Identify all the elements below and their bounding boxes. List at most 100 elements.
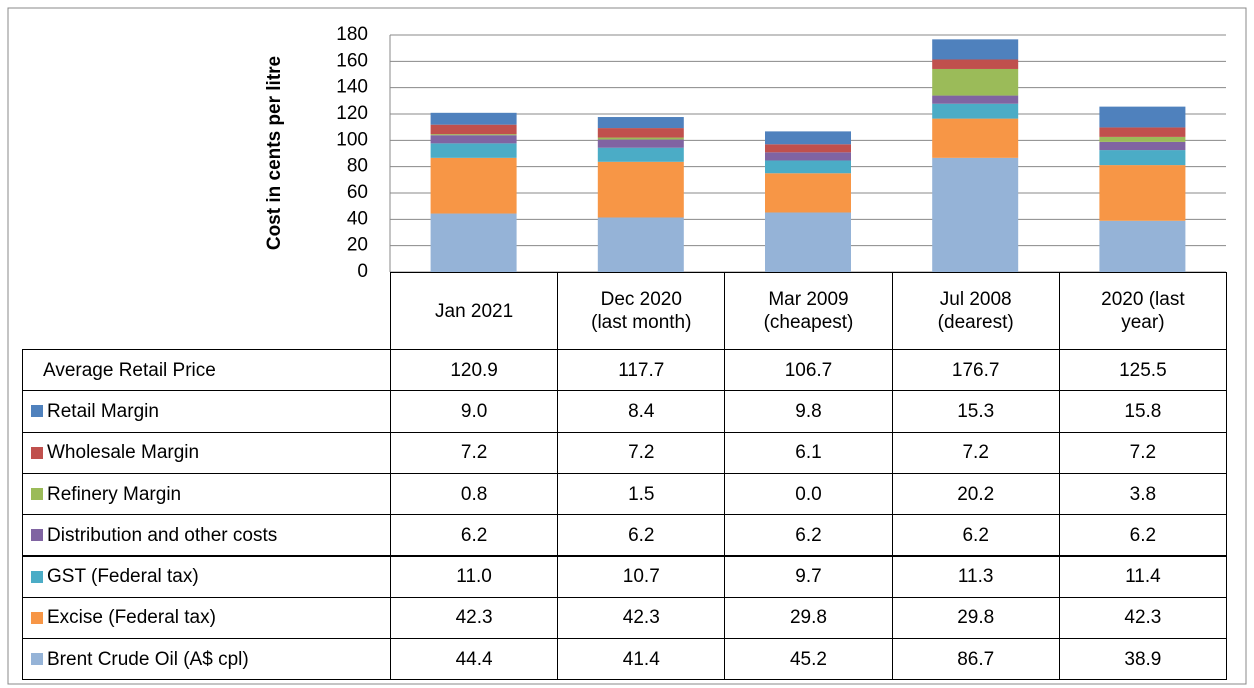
bar-segment (765, 144, 851, 153)
bar-segment (597, 161, 684, 218)
column-header: Jul 2008 (dearest) (891, 272, 1060, 350)
bar-segment (932, 95, 1019, 104)
y-tick-label: 100 (336, 129, 368, 150)
table-value: 0.8 (390, 472, 559, 516)
table-value: 6.1 (724, 431, 893, 474)
table-value: 9.0 (390, 390, 559, 433)
table-value: 7.2 (390, 431, 559, 474)
y-tick-label: 20 (347, 235, 368, 256)
table-value: 7.2 (891, 431, 1060, 474)
table-value: 15.3 (891, 390, 1060, 433)
bar-segment (932, 157, 1019, 272)
row-name: Retail Margin (22, 390, 391, 433)
bar-segment (765, 212, 851, 272)
table-value: 11.3 (891, 555, 1060, 598)
table-value: 6.2 (891, 514, 1060, 557)
table-value: 6.2 (724, 514, 893, 557)
bar-segment (430, 157, 517, 214)
bar-segment (932, 59, 1019, 69)
table-value: 0.0 (724, 472, 893, 516)
table-value: 45.2 (724, 638, 893, 681)
table-value: 106.7 (724, 349, 893, 392)
table-value: 42.3 (557, 596, 726, 640)
bar-segment (765, 173, 851, 213)
bar-segment (932, 103, 1019, 119)
bar-segment (597, 139, 684, 148)
legend-label: GST (Federal tax) (47, 566, 199, 588)
table-value: 42.3 (390, 596, 559, 640)
row-name: Average Retail Price (22, 349, 391, 392)
table-value: 7.2 (1058, 431, 1227, 474)
bar-segment (765, 152, 851, 161)
table-value: 10.7 (557, 555, 726, 598)
row-name: GST (Federal tax) (22, 555, 391, 598)
bar-segment (1099, 106, 1186, 128)
legend-label: Retail Margin (47, 400, 159, 422)
row-name: Distribution and other costs (22, 514, 391, 557)
table-value: 8.4 (557, 390, 726, 433)
bar-segment (1099, 136, 1186, 142)
column-header: Mar 2009 (cheapest) (724, 272, 893, 350)
legend-swatch (31, 653, 43, 666)
bar-segment (597, 117, 684, 129)
bar-segment (932, 118, 1019, 158)
table-value: 11.0 (390, 555, 559, 598)
table-value: 41.4 (557, 638, 726, 681)
table-value: 11.4 (1058, 555, 1227, 598)
table-value: 120.9 (390, 349, 559, 392)
legend-swatch (31, 446, 43, 459)
y-tick-label: 60 (347, 182, 368, 203)
table-value: 42.3 (1058, 596, 1227, 640)
y-tick-label: 80 (347, 156, 368, 177)
table-value: 9.8 (724, 390, 893, 433)
row-name: Excise (Federal tax) (22, 596, 391, 640)
bar-segment (932, 39, 1019, 60)
table-value: 15.8 (1058, 390, 1227, 433)
table-value: 1.5 (557, 472, 726, 516)
bar-segment (1099, 150, 1186, 166)
table-value: 6.2 (390, 514, 559, 557)
legend-swatch (31, 570, 43, 583)
bar-segment (430, 135, 517, 144)
legend-label: Wholesale Margin (47, 442, 200, 464)
row-name: Wholesale Margin (22, 431, 391, 474)
legend-swatch (31, 611, 43, 624)
legend-swatch (31, 529, 43, 542)
table-value: 86.7 (891, 638, 1060, 681)
bar-segment (430, 124, 517, 135)
table-value: 6.2 (557, 514, 726, 557)
table-value: 3.8 (1058, 472, 1227, 516)
legend-label: Excise (Federal tax) (47, 607, 216, 629)
legend-label: Brent Crude Oil (A$ cpl) (47, 648, 249, 670)
table-value: 29.8 (891, 596, 1060, 640)
bar-segment (430, 143, 517, 158)
bar-segment (1099, 165, 1186, 221)
y-tick-label: 40 (347, 208, 368, 229)
table-value: 29.8 (724, 596, 893, 640)
y-tick-label: 180 (336, 24, 368, 45)
table-value: 44.4 (390, 638, 559, 681)
table-value: 117.7 (557, 349, 726, 392)
bar-segment (597, 217, 684, 272)
bar-segment (597, 147, 684, 162)
bar-segment (1099, 220, 1186, 272)
column-header: 2020 (last year) (1058, 272, 1227, 350)
row-name: Brent Crude Oil (A$ cpl) (22, 638, 391, 681)
column-header: Dec 2020 (last month) (557, 272, 726, 350)
row-name: Refinery Margin (22, 472, 391, 516)
bar-segment (932, 68, 1019, 96)
table-value: 7.2 (557, 431, 726, 474)
bar-segment (765, 131, 851, 145)
table-value: 125.5 (1058, 349, 1227, 392)
table-value: 38.9 (1058, 638, 1227, 681)
y-tick-label: 0 (357, 261, 368, 282)
table-value: 6.2 (1058, 514, 1227, 557)
bar-segment (430, 112, 517, 125)
legend-swatch (31, 405, 43, 418)
frame (7, 7, 1247, 685)
y-tick-label: 140 (336, 77, 368, 98)
table-value: 9.7 (724, 555, 893, 598)
bar-segment (597, 128, 684, 138)
table-value: 20.2 (891, 472, 1060, 516)
